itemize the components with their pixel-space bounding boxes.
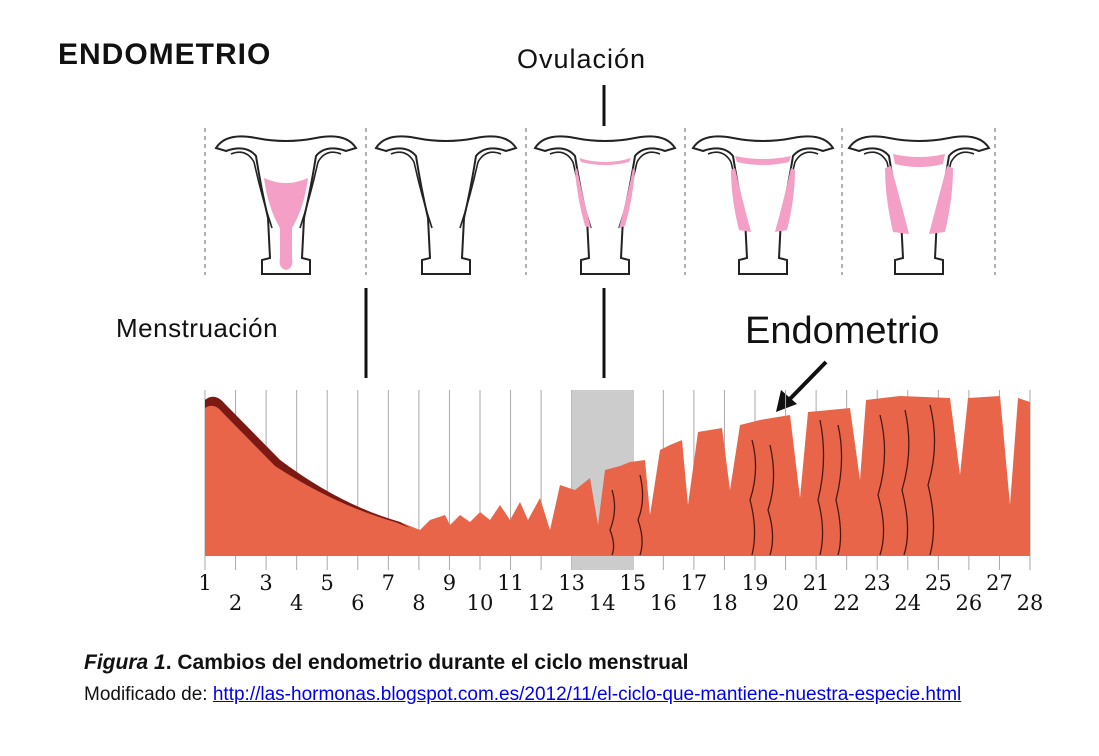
day-label-18: 18 (711, 591, 738, 615)
day-label-13: 13 (558, 571, 585, 595)
ovulation-label: Ovulación (517, 44, 647, 74)
source-link[interactable]: http://las-hormonas.blogspot.com.es/2012… (212, 684, 962, 705)
day-label-8: 8 (412, 591, 425, 615)
day-label-15: 15 (619, 571, 646, 595)
day-label-11: 11 (497, 571, 524, 595)
day-label-20: 20 (772, 591, 799, 615)
figure-title: . Cambios del endometrio durante el cicl… (165, 651, 689, 674)
day-label-16: 16 (650, 591, 677, 615)
day-label-19: 19 (742, 571, 769, 595)
diagram-title: ENDOMETRIO (58, 38, 272, 71)
day-label-1: 1 (198, 571, 211, 595)
day-label-7: 7 (382, 571, 395, 595)
day-label-12: 12 (528, 591, 555, 615)
panel-separators (204, 128, 996, 275)
day-label-22: 22 (833, 591, 860, 615)
day-label-27: 27 (986, 571, 1013, 595)
day-label-23: 23 (864, 571, 891, 595)
menstrual-cycle-diagram: 1234567891011121314151617181920212223242… (198, 85, 1043, 615)
day-label-28: 28 (1017, 591, 1044, 615)
endometrium-profile (205, 396, 1030, 556)
source-prefix: Modificado de: (84, 684, 213, 705)
day-label-17: 17 (681, 571, 708, 595)
uterus-panel-2 (375, 135, 517, 275)
uterus-panel-1 (215, 135, 357, 275)
uterus-panel-3 (534, 135, 676, 275)
day-label-5: 5 (321, 571, 334, 595)
day-label-25: 25 (925, 571, 952, 595)
day-label-9: 9 (443, 571, 456, 595)
endometrium-arrow (776, 360, 828, 412)
day-label-10: 10 (467, 591, 494, 615)
day-label-26: 26 (956, 591, 983, 615)
figure-label: Figura 1 (84, 651, 166, 674)
day-label-3: 3 (259, 571, 272, 595)
day-label-21: 21 (803, 571, 830, 595)
endometrium-label: Endometrio (745, 310, 940, 352)
day-axis: 1234567891011121314151617181920212223242… (198, 571, 1043, 615)
uterus-panel-5 (848, 135, 990, 275)
uterus-panel-4 (692, 135, 834, 275)
day-label-2: 2 (229, 591, 242, 615)
figure-caption: Figura 1. Cambios del endometrio durante… (84, 651, 688, 675)
day-label-14: 14 (589, 591, 616, 615)
menstruation-label: Menstruación (116, 313, 279, 343)
day-label-4: 4 (290, 591, 303, 615)
day-label-6: 6 (351, 591, 364, 615)
day-label-24: 24 (894, 591, 921, 615)
figure-source: Modificado de: http://las-hormonas.blogs… (84, 684, 961, 706)
